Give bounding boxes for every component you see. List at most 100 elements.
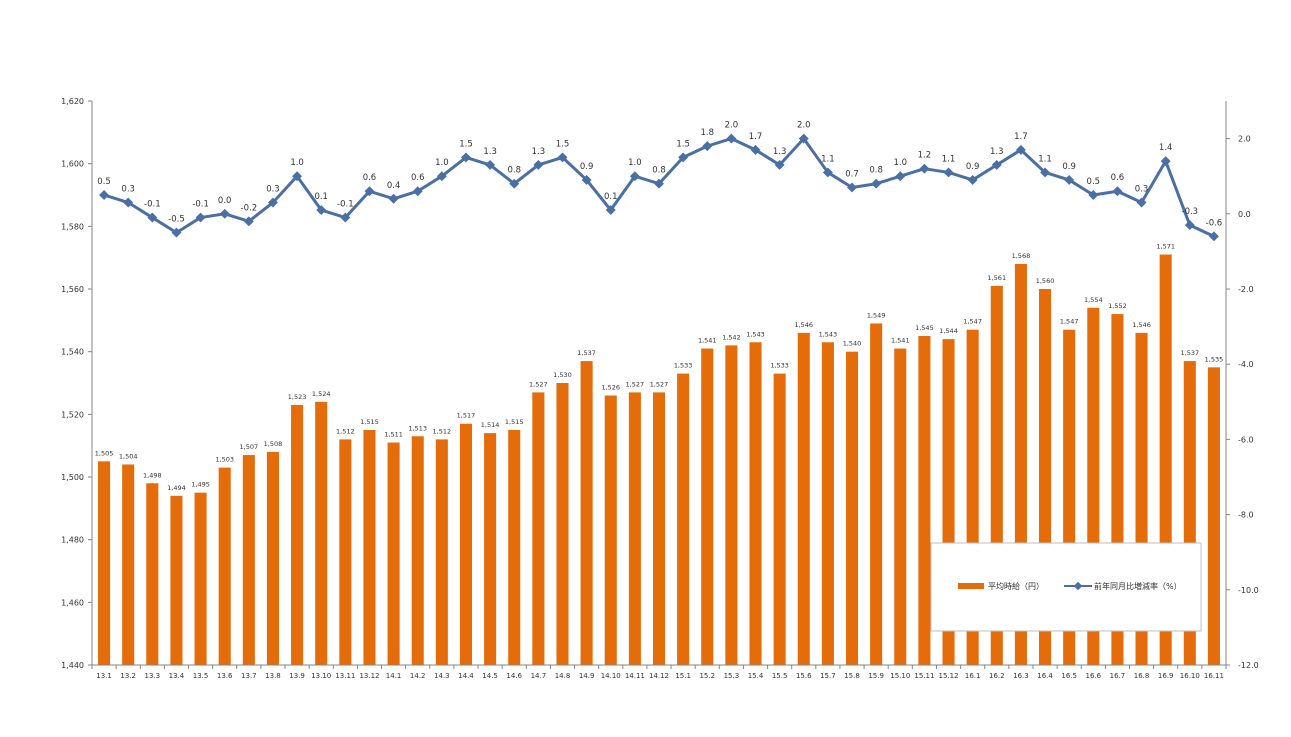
x-tick-label: 15.4 xyxy=(748,672,764,680)
bar-value-label: 1,533 xyxy=(770,362,789,370)
bar xyxy=(242,455,255,665)
x-tick-label: 14.5 xyxy=(482,672,498,680)
x-tick-label: 13.7 xyxy=(241,672,257,680)
line-point xyxy=(219,208,230,219)
line-point xyxy=(364,186,375,197)
bar-value-label: 1,504 xyxy=(119,452,138,460)
x-tick-label: 13.5 xyxy=(193,672,209,680)
bar xyxy=(821,342,834,665)
bar-value-label: 1,546 xyxy=(1132,321,1151,329)
x-tick-label: 16.9 xyxy=(1158,672,1174,680)
bar xyxy=(652,392,666,665)
line-series xyxy=(99,133,1219,242)
y-left-tick-label: 1,520 xyxy=(61,410,84,419)
x-tick-label: 14.1 xyxy=(386,672,402,680)
line-value-label: 1.1 xyxy=(942,154,956,164)
line-point xyxy=(702,141,713,152)
line-value-label: 0.6 xyxy=(411,173,425,183)
line-point xyxy=(243,216,254,227)
x-tick-label: 14.8 xyxy=(555,672,571,680)
line-point xyxy=(99,190,110,200)
bar-value-label: 1,546 xyxy=(794,321,813,329)
x-tick-label: 14.4 xyxy=(458,672,474,680)
bar xyxy=(580,361,593,665)
y-left-tick-label: 1,580 xyxy=(61,222,84,231)
bar-value-label: 1,527 xyxy=(626,380,645,388)
line-value-label: 1.5 xyxy=(676,139,690,149)
bar xyxy=(532,392,545,665)
x-tick-label: 14.3 xyxy=(434,672,450,680)
y-right-tick-label: -6.0 xyxy=(1238,435,1254,444)
bar-value-label: 1,537 xyxy=(577,349,596,357)
x-tick-label: 15.12 xyxy=(939,672,959,680)
bar-value-label: 1,512 xyxy=(336,427,355,435)
y-left-tick-label: 1,540 xyxy=(61,348,84,357)
y-left-tick-label: 1,620 xyxy=(61,97,84,106)
line-point xyxy=(774,159,785,170)
line-value-label: 1.3 xyxy=(990,147,1004,157)
y-right-tick-label: -8.0 xyxy=(1238,511,1254,520)
line-value-label: 0.3 xyxy=(121,185,135,195)
bar xyxy=(339,439,352,665)
line-value-label: 0.8 xyxy=(652,166,666,176)
x-tick-label: 16.7 xyxy=(1110,672,1126,680)
bar-value-label: 1,535 xyxy=(1205,355,1224,363)
bar-value-label: 1,543 xyxy=(746,330,765,338)
bar-value-label: 1,494 xyxy=(167,484,186,492)
x-tick-label: 14.11 xyxy=(625,672,645,680)
bar-value-label: 1,527 xyxy=(650,380,669,388)
line-point xyxy=(195,212,206,223)
line-value-label: 1.7 xyxy=(1014,132,1028,142)
y-left-tick-label: 1,480 xyxy=(61,536,84,545)
line-point xyxy=(557,152,568,163)
x-tick-label: 14.9 xyxy=(579,672,595,680)
line-value-label: 0.1 xyxy=(604,192,618,202)
line-value-label: 1.7 xyxy=(749,132,763,142)
line-point xyxy=(822,167,833,178)
bar xyxy=(604,395,617,665)
bar-value-label: 1,545 xyxy=(915,324,934,332)
line-point xyxy=(461,152,471,163)
line-point xyxy=(919,163,930,174)
line-point xyxy=(678,152,689,163)
line-value-label: 1.4 xyxy=(1159,143,1173,153)
bar-value-label: 1,527 xyxy=(529,380,548,388)
x-tick-label: 15.9 xyxy=(868,672,884,680)
bar xyxy=(749,342,762,665)
bar-value-label: 1,560 xyxy=(1036,277,1055,285)
x-tick-label: 15.5 xyxy=(772,672,788,680)
bar xyxy=(797,332,810,665)
line-point xyxy=(1088,190,1099,200)
line-point xyxy=(171,227,182,238)
line-value-label: 1.0 xyxy=(290,158,304,168)
x-tick-label: 16.6 xyxy=(1086,672,1102,680)
bar-value-label: 1,568 xyxy=(1012,252,1031,260)
bar-value-label: 1,549 xyxy=(867,311,886,319)
y-left-tick-label: 1,500 xyxy=(61,473,84,482)
line-point xyxy=(629,171,640,182)
line-point xyxy=(340,212,351,223)
bar-value-label: 1,554 xyxy=(1084,296,1103,304)
bar-value-label: 1,505 xyxy=(95,449,114,457)
bar xyxy=(315,401,328,665)
y-right-tick-label: -4.0 xyxy=(1238,360,1254,369)
x-tick-label: 13.3 xyxy=(145,672,161,680)
line-point xyxy=(750,144,761,155)
x-tick-label: 16.3 xyxy=(1013,672,1029,680)
bar-value-label: 1,547 xyxy=(1060,318,1079,326)
bar-value-label: 1,540 xyxy=(843,340,862,348)
bar-value-label: 1,503 xyxy=(215,456,234,464)
line-point xyxy=(871,178,882,189)
bar xyxy=(122,464,135,665)
bar xyxy=(701,348,714,665)
bar-value-label: 1,571 xyxy=(1156,243,1175,251)
bar-value-label: 1,495 xyxy=(191,481,210,489)
line-value-label: 1.1 xyxy=(821,154,835,164)
line-value-label: 1.3 xyxy=(483,147,497,157)
line-value-label: 1.5 xyxy=(556,139,570,149)
bar xyxy=(845,351,859,665)
x-tick-label: 13.1 xyxy=(96,672,112,680)
bar-value-label: 1,511 xyxy=(384,431,403,439)
bar xyxy=(556,383,569,665)
line-point xyxy=(895,171,906,182)
